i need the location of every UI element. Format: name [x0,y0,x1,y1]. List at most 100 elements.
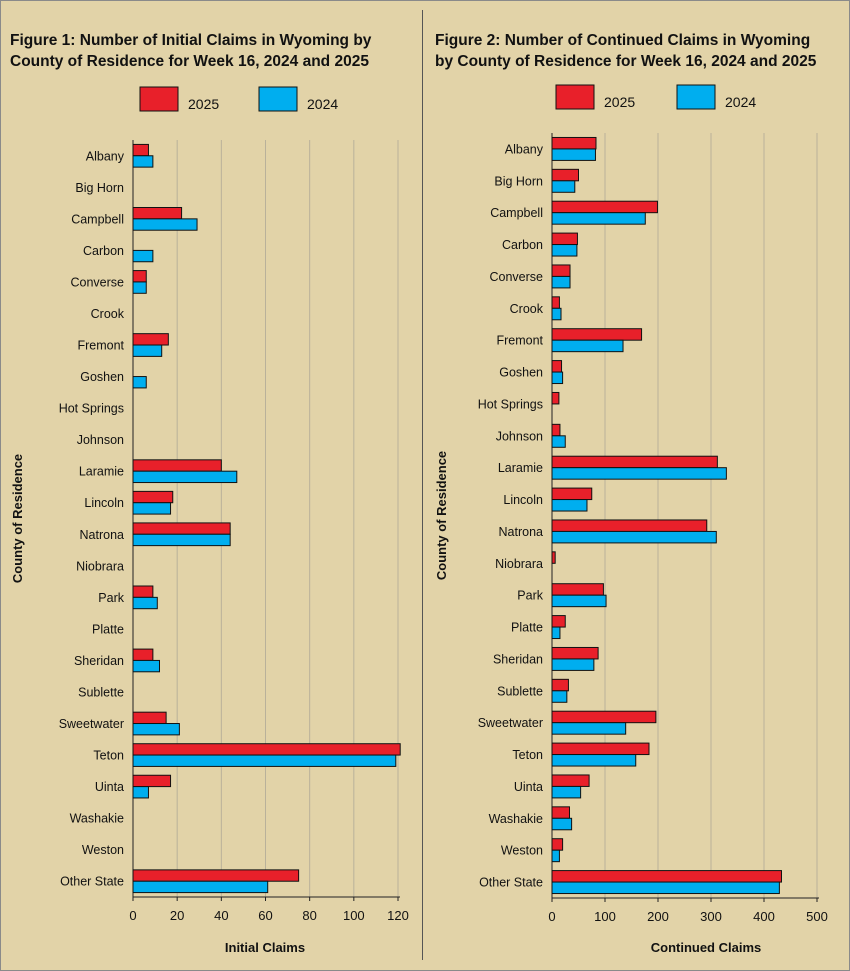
bar-2025 [551,870,782,883]
x-tick-label: 0 [548,909,555,924]
bar-2024 [132,155,154,168]
bar-2025 [551,678,569,692]
bar-2024 [551,658,595,671]
category-label: Park [517,589,543,603]
category-label: Platte [511,621,543,635]
figure1-panel: Figure 1: Number of Initial Claims in Wy… [10,32,409,955]
category-label: Crook [510,302,544,316]
bar-2025 [551,168,579,182]
x-tick-label: 80 [302,908,316,923]
category-label: Platte [92,622,124,636]
bar-2025 [551,232,578,246]
category-label: Albany [86,149,125,163]
category-label: Washakie [70,812,124,826]
category-label: Hot Springs [59,402,124,416]
bar-2024 [551,275,571,289]
bar-2024 [132,596,158,610]
category-label: Sweetwater [478,716,543,730]
bar-2024 [132,754,397,767]
bar-2025 [551,583,604,596]
category-label: Sheridan [74,654,124,668]
bar-2024 [551,754,637,767]
bar-2025 [551,646,599,660]
x-tick-label: 20 [170,908,184,923]
x-tick-label: 100 [594,909,616,924]
bar-2024 [132,249,154,263]
legend-swatch-2025 [555,84,595,110]
legend-label-2024: 2024 [307,96,338,112]
category-label: Natrona [499,525,544,539]
category-label: Big Horn [494,174,543,188]
bar-2025 [551,838,564,851]
bar-2025 [132,711,167,725]
bar-2025 [132,333,169,346]
category-label: Converse [71,275,125,289]
category-label: Carbon [502,238,543,252]
bar-2024 [132,659,160,673]
bar-2024 [551,690,568,703]
category-label: Teton [93,749,124,763]
figure1-title-line1: Figure 1: Number of Initial Claims in Wy… [10,32,372,49]
bar-2024 [551,817,573,831]
category-label: Laramie [498,461,543,475]
bar-2025 [551,328,643,341]
category-label: Uinta [95,780,124,794]
bar-2024 [551,594,607,608]
category-label: Lincoln [84,496,124,510]
category-label: Goshen [80,370,124,384]
category-label: Teton [512,748,543,762]
category-label: Carbon [83,244,124,258]
category-label: Campbell [71,212,124,226]
category-label: Converse [490,270,544,284]
category-label: Uinta [514,780,543,794]
y-axis-label: County of Residence [434,451,449,580]
x-tick-label: 300 [700,909,722,924]
bar-2025 [132,774,172,788]
bar-2025 [551,487,593,501]
bar-2024 [132,533,231,547]
panel-divider [422,10,423,960]
bar-2025 [132,143,149,157]
bar-2025 [551,423,561,437]
bar-2024 [132,470,238,484]
category-label: Washakie [489,812,543,826]
category-label: Johnson [77,433,124,447]
bar-2024 [551,435,566,448]
bar-2024 [132,281,147,294]
x-tick-label: 120 [387,908,409,923]
category-label: Campbell [490,206,543,220]
x-tick-label: 60 [258,908,272,923]
bar-2025 [551,551,556,564]
category-label: Sublette [497,684,543,698]
category-label: Fremont [77,339,124,353]
x-axis-label: Continued Claims [651,940,762,955]
legend-swatch-2024 [676,84,716,110]
bar-2025 [551,455,718,469]
bar-2024 [132,786,149,799]
bar-2025 [551,136,597,150]
category-label: Other State [60,875,124,889]
bar-2024 [551,244,578,257]
figure2-title-line2: by County of Residence for Week 16, 2024… [435,53,817,70]
category-label: Albany [505,142,544,156]
bar-2024 [551,881,780,895]
legend-swatch-2025 [139,86,179,112]
figure2-panel: Figure 2: Number of Continued Claims in … [425,0,850,971]
category-label: Johnson [496,429,543,443]
category-label: Sublette [78,685,124,699]
bar-2024 [132,344,163,357]
bar-2024 [551,339,624,353]
x-tick-label: 500 [806,909,828,924]
bar-2024 [132,880,269,894]
x-tick-label: 0 [129,908,136,923]
bar-2024 [551,626,561,640]
category-label: Lincoln [503,493,543,507]
y-axis-label: County of Residence [10,454,25,583]
bar-2025 [132,206,183,220]
x-tick-label: 40 [214,908,228,923]
figure2-title: Figure 2: Number of Continued Claims in … [435,30,835,72]
category-label: Big Horn [75,181,124,195]
category-label: Weston [82,843,124,857]
category-label: Other State [479,876,543,890]
bar-2024 [551,499,588,512]
